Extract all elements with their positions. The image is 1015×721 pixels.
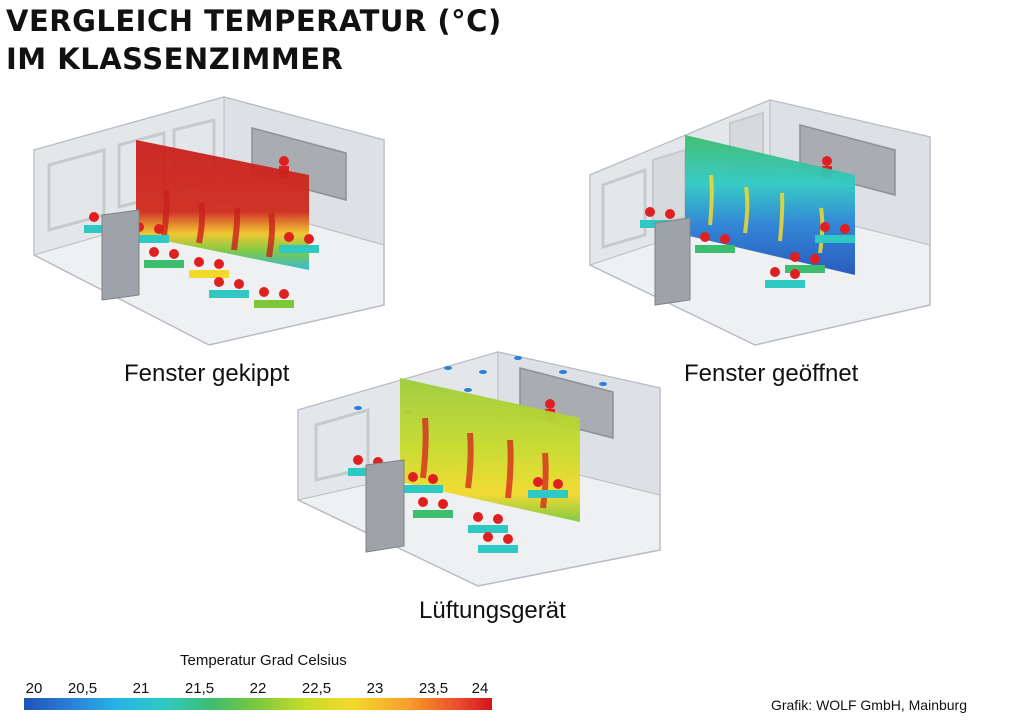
legend-color-bar — [24, 698, 492, 710]
legend-tick-label: 20,5 — [67, 680, 98, 697]
credit-text: Grafik: WOLF GmbH, Mainburg — [770, 697, 967, 713]
legend-tick-label: 22 — [249, 680, 267, 697]
classroom-illustration-ventilation — [297, 351, 661, 587]
scene-fenster-gekippt — [24, 95, 404, 350]
legend-tick-label: 24 — [471, 680, 489, 697]
legend-tick-label: 22,5 — [301, 680, 332, 697]
board — [799, 124, 896, 196]
board — [251, 127, 347, 201]
caption-lueftungsgeraet: Lüftungsgerät — [419, 597, 566, 624]
legend-ticks: 20 20,5 21 21,5 22 22,5 23 23,5 24 — [24, 680, 492, 698]
window — [601, 167, 647, 249]
cabinet — [101, 209, 140, 301]
student-desks — [84, 212, 319, 308]
legend-tick-label: 23 — [366, 680, 384, 697]
ventilation-unit — [365, 459, 405, 553]
legend-tick-label: 21,5 — [184, 680, 215, 697]
title-line-1: VERGLEICH TEMPERATUR (°C) — [6, 4, 502, 38]
legend-tick-label: 20 — [25, 680, 43, 697]
title-line-2: IM KLASSENZIMMER — [6, 42, 344, 76]
caption-fenster-gekippt: Fenster gekippt — [124, 360, 290, 387]
scene-fenster-geoeffnet — [585, 95, 945, 350]
temperature-legend: Temperatur Grad Celsius 20 20,5 21 21,5 22 22… — [24, 652, 492, 712]
scene-lueftungsgeraet — [288, 350, 668, 590]
legend-title: Temperatur Grad Celsius — [180, 652, 347, 669]
caption-fenster-geoeffnet: Fenster geöffnet — [684, 360, 859, 387]
legend-tick-label: 21 — [132, 680, 150, 697]
cabinet — [654, 217, 691, 306]
classroom-illustration-tilted — [33, 96, 385, 346]
page-title: VERGLEICH TEMPERATUR (°C) IM KLASSENZIMM… — [6, 2, 502, 78]
classroom-illustration-open — [589, 99, 931, 346]
board — [519, 367, 614, 439]
legend-tick-label: 23,5 — [418, 680, 449, 697]
temperature-plane — [136, 140, 309, 270]
